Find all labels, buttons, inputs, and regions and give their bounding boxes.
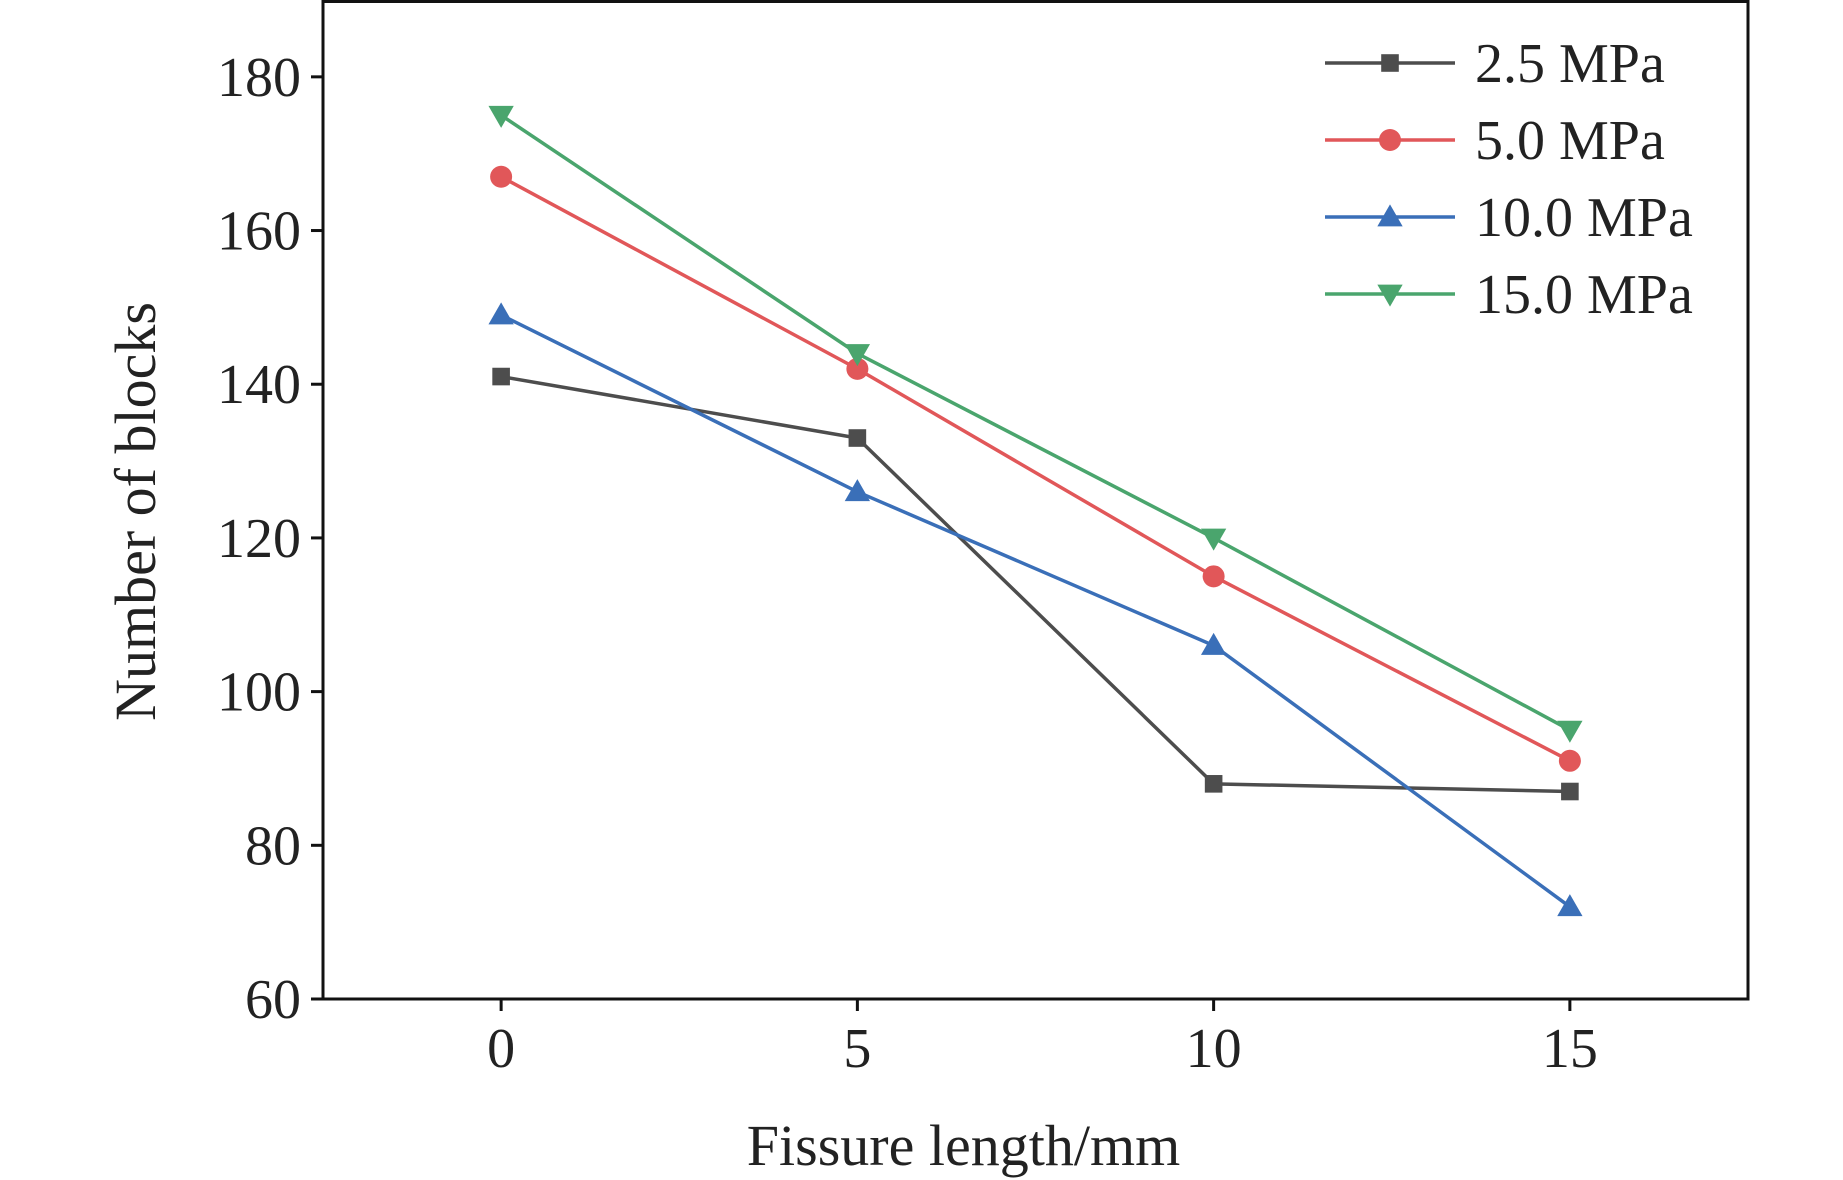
data-point [844,479,871,502]
y-tick-label: 180 [217,47,301,109]
x-tick-label: 5 [843,1018,871,1080]
data-point [492,367,510,386]
series-3 [488,302,1583,917]
axes: 60 80 100 120 140 160 180 0 5 10 15 [217,0,1750,1080]
legend-item: 15.0 MPa [1325,264,1693,326]
data-point [1200,632,1227,655]
series-layer [488,105,1583,917]
x-tick-label: 10 [1186,1018,1242,1080]
y-tick-label: 60 [245,969,301,1031]
data-point [1200,528,1227,551]
legend-marker [1377,204,1403,227]
legend-item: 5.0 MPa [1325,110,1665,172]
plot-frame [321,0,1750,1001]
data-point [1557,894,1583,917]
y-tick-label: 100 [217,662,301,724]
y-tick-label: 80 [245,815,301,877]
data-point [846,357,869,380]
data-point [1558,749,1581,772]
series-line [500,313,1571,909]
legend-label: 2.5 MPa [1475,33,1665,95]
series-1 [492,367,1579,801]
data-point [1202,565,1225,588]
legend-item: 2.5 MPa [1325,33,1665,95]
data-point [488,105,514,128]
legend-marker [1377,284,1403,307]
y-axis-title: Number of blocks [103,302,168,721]
x-tick-label: 15 [1542,1018,1598,1080]
y-tick-label: 160 [217,201,301,263]
data-point [1557,720,1583,743]
series-2 [490,165,1581,772]
data-point [1561,782,1579,801]
x-tick-label: 0 [487,1018,515,1080]
series-line [500,175,1571,763]
data-point [848,429,867,447]
y-tick-label: 140 [217,354,301,416]
legend-label: 5.0 MPa [1475,110,1665,172]
data-point [488,302,514,325]
legend-marker [1379,129,1401,151]
y-tick-label: 120 [217,508,301,570]
x-axis-title: Fissure length/mm [747,1113,1180,1178]
series-line [500,374,1570,794]
legend-item: 10.0 MPa [1325,187,1693,249]
legend-label: 15.0 MPa [1475,264,1693,326]
data-point [490,165,513,188]
legend: 2.5 MPa 5.0 MPa 10.0 MPa 15.0 MPa [1325,33,1693,326]
legend-label: 10.0 MPa [1475,187,1693,249]
data-point [1204,775,1223,793]
series-line [500,113,1571,732]
legend-marker [1381,54,1399,72]
series-4 [488,105,1583,743]
data-point [844,344,871,367]
